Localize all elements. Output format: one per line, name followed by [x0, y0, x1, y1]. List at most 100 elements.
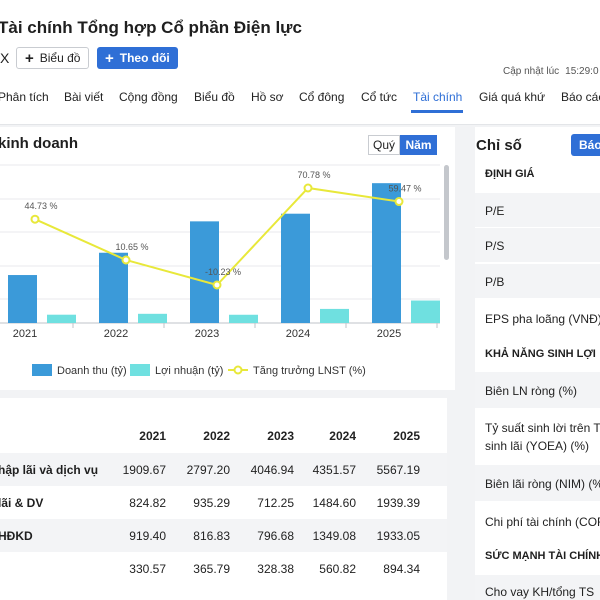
year-header: 2025 — [393, 429, 420, 443]
growth-label: 44.73 % — [24, 201, 57, 211]
indicators-panel: Chỉ số Báo ĐỊNH GIÁ P/E P/S P/B EPS pha … — [475, 127, 600, 600]
table-cell: 1484.60 — [312, 496, 356, 510]
chart-button-label: Biểu đồ — [39, 51, 81, 65]
table-header-row: 2021 2022 2023 2024 2025 — [0, 420, 447, 453]
legend-growth-label[interactable]: Tăng trưởng LNST (%) — [253, 365, 366, 377]
business-panel: kinh doanh Quý Năm 44.73 % 10.65 % -10.23 … — [0, 127, 455, 390]
growth-point[interactable] — [212, 280, 222, 290]
report-button[interactable]: Báo — [571, 134, 600, 156]
table-cell: 1933.05 — [376, 529, 420, 543]
revenue-bar[interactable] — [190, 221, 219, 323]
section-financial-strength: SỨC MẠNH TÀI CHÍNH — [485, 550, 600, 562]
indicator-eps[interactable]: EPS pha loãng (VNĐ) — [485, 312, 600, 326]
follow-button[interactable]: + Theo dõi — [97, 47, 178, 69]
table-cell: 919.40 — [129, 529, 166, 543]
toggle-year[interactable]: Năm — [400, 135, 437, 155]
tab-co-dong[interactable]: Cổ đông — [299, 90, 345, 104]
tab-tai-chinh[interactable]: Tài chính — [413, 90, 463, 104]
growth-point[interactable] — [30, 214, 40, 224]
indicator-yoea-line1: Tỷ suất sinh lời trên TS — [485, 421, 600, 435]
x-tick-label: 2025 — [377, 328, 401, 340]
x-tick-label: 2022 — [104, 328, 128, 340]
table-cell: 816.83 — [193, 529, 230, 543]
year-header: 2023 — [267, 429, 294, 443]
revenue-bar[interactable] — [281, 213, 310, 323]
chart-button[interactable]: + Biểu đồ — [16, 47, 90, 69]
follow-button-label: Theo dõi — [119, 51, 170, 65]
table-cell: 796.68 — [257, 529, 294, 543]
indicator-net-margin[interactable]: Biên LN ròng (%) — [475, 372, 600, 408]
legend-growth-marker — [233, 365, 243, 375]
table-cell: 712.25 — [257, 496, 294, 510]
tab-ho-so[interactable]: Hồ sơ — [251, 90, 284, 104]
table-cell: 330.57 — [129, 562, 166, 576]
section-profitability: KHẢ NĂNG SINH LỢI — [485, 348, 596, 360]
stock-header: Tài chính Tổng hợp Cổ phần Điện lực X + … — [0, 0, 600, 125]
updated-value: 15:29:0 — [565, 66, 599, 77]
profit-bar[interactable] — [47, 314, 76, 323]
legend-revenue-swatch — [32, 364, 52, 376]
profit-bar[interactable] — [138, 313, 167, 323]
table-cell: 1349.08 — [312, 529, 356, 543]
revenue-bar[interactable] — [372, 183, 401, 323]
table-row: lãi & DV 824.82 935.29 712.25 1484.60 19… — [0, 486, 447, 519]
indicator-pb[interactable]: P/B — [475, 264, 600, 298]
plus-icon: + — [25, 49, 34, 67]
profit-bar[interactable] — [229, 314, 258, 323]
table-row: hập lãi và dịch vụ 1909.67 2797.20 4046.… — [0, 453, 447, 486]
year-header: 2021 — [139, 429, 166, 443]
table-cell: 894.34 — [383, 562, 420, 576]
ticker-symbol: X — [0, 50, 10, 66]
growth-label: 70.78 % — [297, 170, 330, 180]
indicator-nim[interactable]: Biên lãi ròng (NIM) (% — [475, 465, 600, 501]
financial-table: 2021 2022 2023 2024 2025 hập lãi và dịch… — [0, 398, 447, 600]
section-valuation: ĐỊNH GIÁ — [485, 168, 535, 180]
toggle-quarter[interactable]: Quý — [368, 135, 400, 155]
growth-label: 59.47 % — [388, 184, 421, 194]
year-header: 2024 — [329, 429, 356, 443]
table-cell: 4046.94 — [250, 463, 294, 477]
tab-bar: Phân tích Bài viết Cộng đồng Biểu đồ Hồ … — [0, 90, 600, 116]
row-label: lãi & DV — [0, 496, 44, 510]
tab-co-tuc[interactable]: Cổ tức — [361, 90, 398, 104]
revenue-bar[interactable] — [99, 252, 128, 323]
header-divider — [0, 124, 600, 125]
growth-point[interactable] — [303, 183, 313, 193]
x-tick-label: 2023 — [195, 328, 219, 340]
tab-bai-viet[interactable]: Bài viết — [64, 90, 104, 104]
tab-bieu-do[interactable]: Biểu đồ — [194, 90, 235, 104]
tab-gia-qua-khu[interactable]: Giá quá khứ — [479, 90, 546, 104]
profit-bar[interactable] — [320, 308, 349, 323]
legend-revenue-label[interactable]: Doanh thu (tỷ) — [57, 365, 127, 377]
profit-bar[interactable] — [411, 300, 440, 323]
table-cell: 560.82 — [319, 562, 356, 576]
indicator-yoea[interactable]: Tỷ suất sinh lời trên TS sinh lãi (YOEA)… — [475, 414, 600, 462]
growth-point[interactable] — [394, 197, 404, 207]
indicator-yoea-line2: sinh lãi (YOEA) (%) — [485, 439, 590, 453]
legend-profit-label[interactable]: Lợi nhuận (tỷ) — [155, 365, 223, 377]
table-row: HĐKD 919.40 816.83 796.68 1349.08 1933.0… — [0, 519, 447, 552]
tab-bao-cao[interactable]: Báo các — [561, 90, 600, 104]
business-chart: 44.73 % 10.65 % -10.23 % 70.78 % 59.47 % 202… — [0, 164, 440, 377]
table-cell: 4351.57 — [312, 463, 356, 477]
table-cell: 2797.20 — [186, 463, 230, 477]
table-cell: 365.79 — [193, 562, 230, 576]
table-cell: 1939.39 — [376, 496, 420, 510]
active-tab-indicator — [411, 110, 463, 113]
row-label: HĐKD — [0, 529, 33, 543]
growth-point[interactable] — [121, 255, 131, 265]
growth-label: 10.65 % — [115, 242, 148, 252]
table-cell: 5567.19 — [376, 463, 420, 477]
indicator-pe[interactable]: P/E — [475, 193, 600, 227]
indicator-loans-assets[interactable]: Cho vay KH/tổng TS — [475, 575, 600, 600]
indicator-cof[interactable]: Chi phí tài chính (COF — [485, 515, 600, 529]
tab-cong-dong[interactable]: Cộng đồng — [119, 90, 178, 104]
year-header: 2022 — [203, 429, 230, 443]
chart-scrollbar[interactable] — [444, 165, 449, 260]
indicator-ps[interactable]: P/S — [475, 228, 600, 262]
table-row: 330.57 365.79 328.38 560.82 894.34 — [0, 552, 447, 585]
tab-phan-tich[interactable]: Phân tích — [0, 90, 49, 104]
company-title: Tài chính Tổng hợp Cổ phần Điện lực — [0, 18, 302, 37]
growth-label: -10.23 % — [205, 267, 241, 277]
revenue-bar[interactable] — [8, 275, 37, 323]
